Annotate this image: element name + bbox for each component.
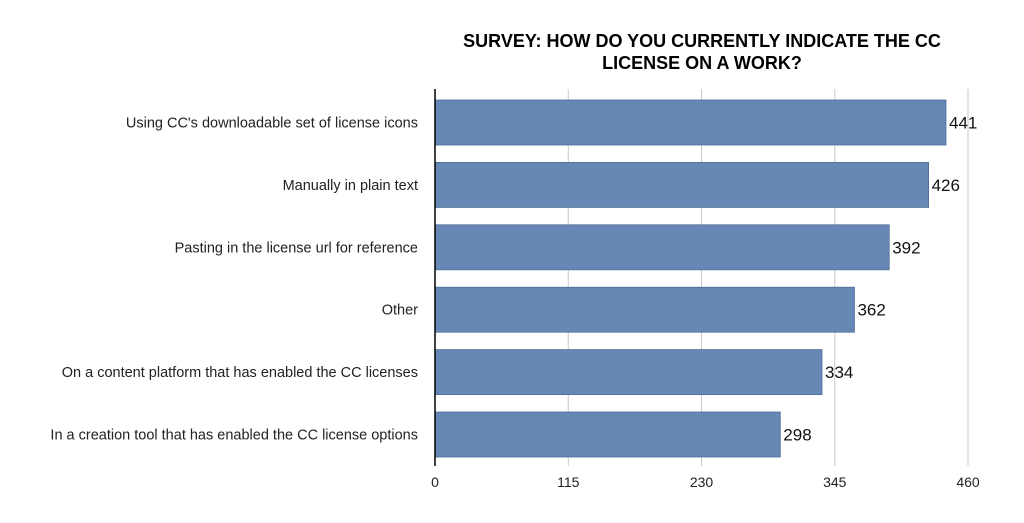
category-label-3: Pasting in the license url for reference — [175, 240, 418, 256]
x-tick-label-0: 0 — [431, 474, 439, 490]
bar-4 — [434, 286, 855, 333]
chart-title: SURVEY: HOW DO YOU CURRENTLY INDICATE TH… — [463, 31, 941, 73]
x-tick-label-345: 345 — [823, 474, 847, 490]
bar-2 — [434, 161, 930, 208]
value-label-3: 392 — [892, 238, 920, 257]
value-label-5: 334 — [825, 363, 853, 382]
value-labels: 441 426 392 362 334 298 — [783, 114, 977, 445]
category-label-6: In a creation tool that has enabled the … — [50, 428, 418, 444]
category-label-2: Manually in plain text — [283, 178, 418, 194]
value-label-6: 298 — [783, 426, 811, 445]
value-label-2: 426 — [932, 176, 960, 195]
bars — [434, 99, 947, 458]
x-tick-label-460: 460 — [956, 474, 980, 490]
value-label-4: 362 — [857, 301, 885, 320]
category-labels: Using CC's downloadable set of license i… — [50, 116, 418, 444]
category-label-1: Using CC's downloadable set of license i… — [126, 116, 418, 132]
category-label-5: On a content platform that has enabled t… — [62, 365, 418, 381]
bar-6 — [434, 411, 781, 458]
x-axis-tick-labels: 0 115 230 345 460 — [431, 474, 980, 490]
chart-title-line-1: SURVEY: HOW DO YOU CURRENTLY INDICATE TH… — [463, 31, 941, 51]
gridlines — [567, 89, 969, 466]
chart-title-line-2: LICENSE ON A WORK? — [602, 53, 802, 73]
x-tick-label-115: 115 — [557, 474, 580, 490]
bar-3 — [434, 224, 890, 271]
bar-1 — [434, 99, 947, 146]
category-label-4: Other — [382, 303, 418, 319]
x-tick-label-230: 230 — [690, 474, 714, 490]
bar-5 — [434, 349, 823, 396]
value-label-1: 441 — [949, 114, 977, 133]
